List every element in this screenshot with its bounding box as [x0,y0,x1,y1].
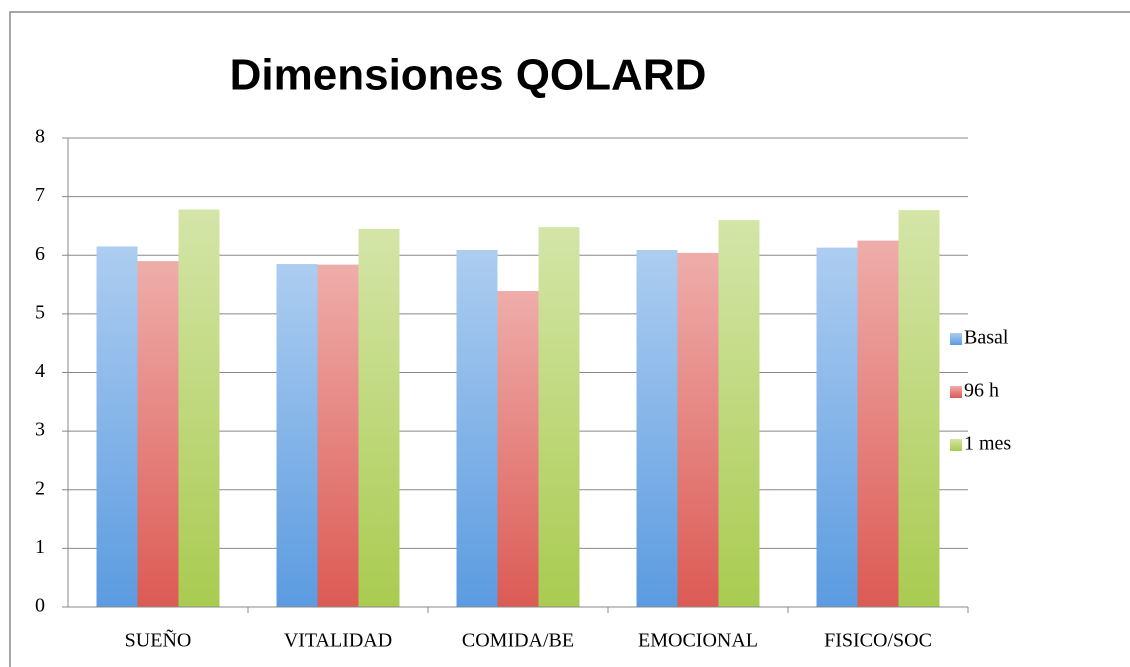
bar [178,209,220,607]
bar [898,210,940,607]
bar [276,264,318,607]
x-tick-label: VITALIDAD [284,630,392,652]
bar [317,264,359,607]
legend-label: Basal [964,327,1009,349]
legend-swatch [950,439,962,451]
bar [358,228,400,607]
bar [857,240,899,607]
y-tick-label: 4 [35,360,45,382]
x-tick-label: SUEÑO [125,628,192,652]
legend-label: 96 h [964,380,999,402]
y-tick-label: 5 [35,301,45,323]
bar [456,249,498,607]
y-tick-label: 2 [35,477,45,499]
bar [497,291,539,607]
y-tick-label: 3 [35,419,45,441]
y-tick-label: 7 [35,184,45,206]
y-tick-label: 8 [35,126,45,148]
bar [96,246,138,608]
x-tick-label: COMIDA/BE [462,630,574,652]
legend-label: 1 mes [964,433,1011,455]
x-tick-label: EMOCIONAL [638,630,758,652]
x-tick-label: FISICO/SOC [824,630,932,652]
bar [816,247,858,607]
legend-swatch [950,386,962,398]
y-tick-label: 0 [35,595,45,617]
bar [538,227,580,608]
legend-swatch [950,333,962,345]
y-tick-label: 1 [35,536,45,558]
y-tick-label: 6 [35,243,45,265]
chart-title: Dimensiones QOLARD [230,51,707,100]
bar [636,249,678,607]
bar [677,252,719,607]
bar [718,220,760,607]
bar [137,261,179,607]
